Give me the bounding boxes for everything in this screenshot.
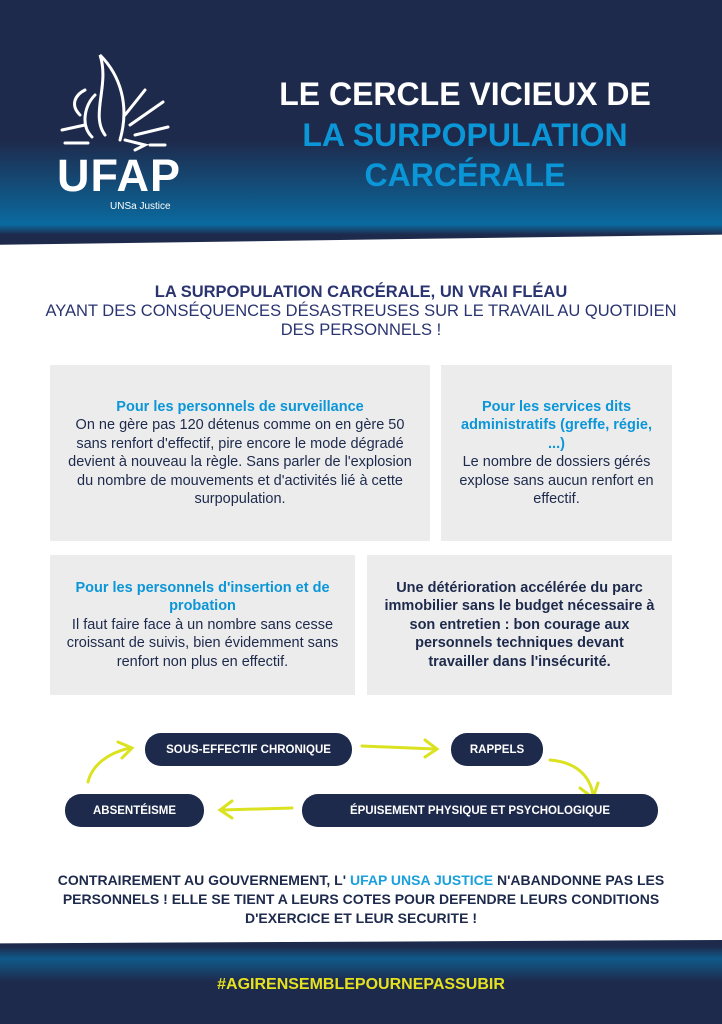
box-text: Une détérioration accélérée du parc immo… <box>384 579 655 670</box>
hashtag: #AGIRENSEMBLEPOURNEPASSUBIR <box>217 976 505 993</box>
footer-banner <box>0 940 722 1024</box>
box-surveillance: Pour les personnels de surveillance On n… <box>50 365 430 541</box>
box-heading: Pour les personnels de surveillance <box>116 398 364 415</box>
arrow-right-icon <box>360 738 440 759</box>
box-insertion: Pour les personnels d'insertion et de pr… <box>50 555 355 695</box>
box-text: Il faut faire face à un nombre sans cess… <box>66 616 339 670</box>
title-line-2: LA SURPOPULATION <box>302 117 628 153</box>
cycle-step-sous-effectif: SOUS-EFFECTIF CHRONIQUE <box>145 733 352 766</box>
headline-rest: AYANT DES CONSÉQUENCES DÉSASTREUSES SUR … <box>45 302 677 339</box>
arrow-curve-up-icon <box>86 740 135 784</box>
title-line-1: LE CERCLE VICIEUX DE <box>279 76 651 112</box>
cycle-step-rappels: RAPPELS <box>451 733 543 766</box>
closing-after: N'ABANDONNE PAS LES PERSONNELS ! ELLE SE… <box>62 872 665 926</box>
closing-before: CONTRAIREMENT AU GOUVERNEMENT, L' <box>57 872 350 888</box>
box-text: On ne gère pas 120 détenus comme on en g… <box>68 417 412 507</box>
box-text: Le nombre de dossiers gérés explose sans… <box>459 454 654 507</box>
box-immobilier: Une détérioration accélérée du parc immo… <box>367 555 672 695</box>
logo-text: UFAP <box>57 150 182 201</box>
box-administratifs: Pour les services dits administratifs (g… <box>441 365 672 541</box>
header-banner <box>0 0 722 245</box>
box-heading: Pour les services dits administratifs (g… <box>461 398 652 452</box>
closing-highlight: UFAP UNSA JUSTICE <box>349 872 494 888</box>
cycle-step-epuisement: ÉPUISEMENT PHYSIQUE ET PSYCHOLOGIQUE <box>302 794 658 827</box>
cycle-step-absenteisme: ABSENTÉISME <box>65 794 204 827</box>
arrow-curve-down-icon <box>548 758 600 801</box>
closing-statement: CONTRAIREMENT AU GOUVERNEMENT, L' UFAP U… <box>20 871 702 928</box>
flame-logo-icon <box>60 53 170 152</box>
arrow-left-icon <box>217 799 294 820</box>
headline-bold: LA SURPOPULATION CARCÉRALE, UN VRAI FLÉA… <box>154 283 568 301</box>
title-line-3: CARCÉRALE <box>364 157 566 193</box>
headline: LA SURPOPULATION CARCÉRALE, UN VRAI FLÉA… <box>30 283 692 340</box>
logo-subtitle: UNSa Justice <box>110 201 171 212</box>
box-heading: Pour les personnels d'insertion et de pr… <box>75 579 330 615</box>
